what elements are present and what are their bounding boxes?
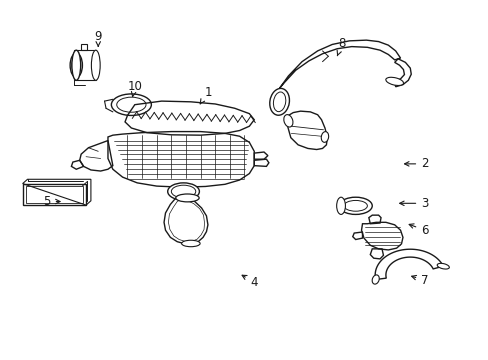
Text: 2: 2 bbox=[404, 157, 428, 170]
Ellipse shape bbox=[91, 50, 100, 80]
Text: 1: 1 bbox=[200, 86, 211, 104]
Ellipse shape bbox=[338, 197, 371, 215]
Ellipse shape bbox=[436, 264, 448, 269]
Text: 4: 4 bbox=[242, 275, 258, 289]
Ellipse shape bbox=[336, 197, 345, 215]
Ellipse shape bbox=[181, 240, 200, 247]
Text: 10: 10 bbox=[127, 80, 142, 96]
Text: 3: 3 bbox=[399, 197, 427, 210]
Ellipse shape bbox=[269, 89, 289, 115]
Text: 7: 7 bbox=[411, 274, 428, 287]
Text: 5: 5 bbox=[43, 195, 60, 208]
Text: 8: 8 bbox=[336, 37, 345, 56]
Ellipse shape bbox=[167, 183, 199, 200]
Text: 6: 6 bbox=[408, 224, 428, 237]
Ellipse shape bbox=[371, 275, 379, 284]
Ellipse shape bbox=[321, 132, 328, 142]
Ellipse shape bbox=[72, 50, 81, 80]
Ellipse shape bbox=[175, 194, 199, 202]
Text: 9: 9 bbox=[94, 30, 102, 46]
Ellipse shape bbox=[385, 77, 403, 85]
Ellipse shape bbox=[283, 114, 292, 127]
